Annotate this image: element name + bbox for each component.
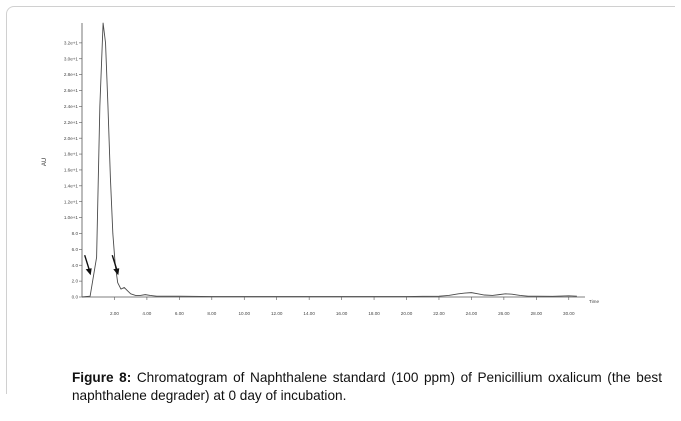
arrow-head: [85, 268, 92, 276]
x-tick-label: 18.00: [368, 311, 380, 316]
arrow-head: [113, 268, 120, 276]
figure-caption: Figure 8: Chromatogram of Naphthalene st…: [72, 369, 662, 405]
x-tick-label: 26.00: [498, 311, 510, 316]
x-tick-label: 22.00: [433, 311, 445, 316]
x-tick-label: 24.00: [466, 311, 478, 316]
y-tick-label: 3.2e+1: [64, 40, 79, 45]
x-tick-label: 12.00: [271, 311, 283, 316]
y-axis-label: AU: [42, 158, 48, 166]
y-tick-label: 2.0e+1: [64, 136, 79, 141]
y-tick-label: 1.2e+1: [64, 199, 79, 204]
y-tick-label: 6.0: [72, 247, 79, 252]
y-tick-label: 0.0: [72, 295, 79, 300]
x-tick-label: 30.00: [563, 311, 575, 316]
chromatogram-chart: AU Time 0.0 2.0 4.0 6.0 8.0 1.0e+1 1.2e+1 1.4e+1…: [42, 22, 599, 316]
y-tick-label: 2.0: [72, 279, 79, 284]
x-tick-label: 2.00: [110, 311, 119, 316]
y-tick-label: 1.0e+1: [64, 215, 79, 220]
chart-axes: AU Time: [42, 23, 599, 304]
y-tick-label: 2.6e+1: [64, 88, 79, 93]
arrow-annotation: [111, 254, 120, 276]
y-tick-label: 2.4e+1: [64, 104, 79, 109]
figure-caption-text: Chromatogram of Naphthalene standard (10…: [72, 370, 663, 403]
arrow-shaft: [84, 254, 91, 272]
chart-annotations: [84, 254, 120, 276]
y-tick-label: 1.6e+1: [64, 168, 79, 173]
x-axis-label: Time: [589, 299, 599, 304]
x-tick-label: 4.00: [142, 311, 151, 316]
arrow-shaft: [111, 254, 118, 272]
x-tick-label: 14.00: [303, 311, 315, 316]
x-tick-label: 20.00: [401, 311, 413, 316]
y-tick-label: 8.0: [72, 231, 79, 236]
y-tick-label: 1.8e+1: [64, 152, 79, 157]
chromatogram-trace: [81, 22, 577, 298]
x-tick-label: 6.00: [175, 311, 184, 316]
y-tick-label: 1.4e+1: [64, 183, 79, 188]
chart-series: [81, 22, 577, 298]
y-tick-label: 2.8e+1: [64, 72, 79, 77]
arrow-annotation: [84, 254, 92, 276]
x-tick-label: 16.00: [336, 311, 348, 316]
y-tick-label: 4.0: [72, 263, 79, 268]
figure-frame: AU Time 0.0 2.0 4.0 6.0 8.0 1.0e+1 1.2e+1 1.4e+1…: [6, 6, 675, 403]
figure-label: Figure 8:: [72, 370, 132, 385]
x-tick-label: 10.00: [239, 311, 251, 316]
x-tick-label: 28.00: [531, 311, 543, 316]
y-tick-label: 2.2e+1: [64, 120, 79, 125]
y-tick-label: 3.0e+1: [64, 56, 79, 61]
x-tick-label: 8.00: [207, 311, 216, 316]
chart-ticks: 0.0 2.0 4.0 6.0 8.0 1.0e+1 1.2e+1 1.4e+1 1.6e+1 1…: [64, 40, 575, 316]
